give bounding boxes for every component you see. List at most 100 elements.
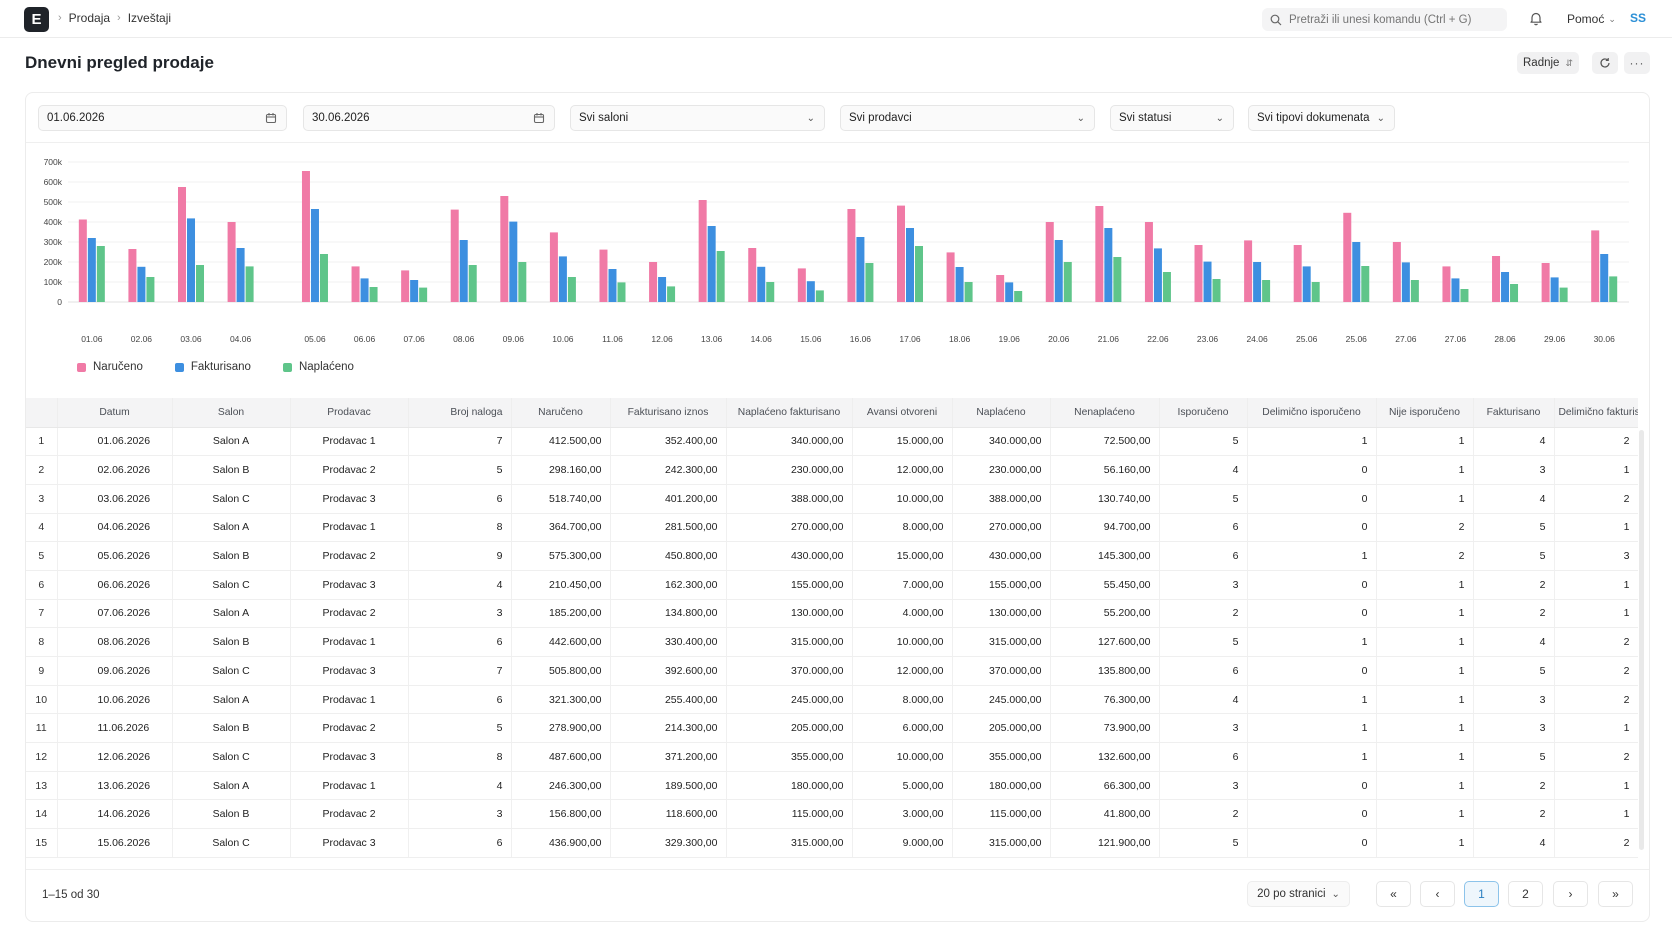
bar-naplaceno — [915, 246, 924, 302]
actions-button[interactable]: Radnje ⇵ — [1517, 52, 1579, 74]
bar-fakturisano — [87, 238, 96, 302]
cell-nenaplaceno: 41.800,00 — [1050, 799, 1160, 830]
last-page-button[interactable]: » — [1598, 881, 1633, 907]
bar-fakturisano — [1005, 282, 1014, 302]
more-options-button[interactable]: ··· — [1624, 52, 1650, 74]
bar-fakturisano — [608, 269, 617, 302]
column-header-delimicno-isporuceno[interactable]: Delimično isporučeno — [1247, 398, 1377, 428]
cell-datum: 10.06.2026 — [57, 685, 173, 715]
bar-fakturisano — [806, 281, 815, 302]
legend-item-naplaceno[interactable]: Naplaćeno — [282, 361, 354, 373]
table-row[interactable]: 10 10.06.2026 Salon A Prodavac 1 6 321.300,00… — [26, 685, 1638, 715]
table-row[interactable]: 5 05.06.2026 Salon B Prodavac 2 9 575.300,00 4… — [26, 541, 1638, 571]
help-menu[interactable]: Pomoć ⌄ — [1567, 12, 1616, 26]
cell-naruceno: 436.900,00 — [511, 828, 611, 858]
search-bar[interactable] — [1262, 8, 1507, 31]
date-from-field[interactable]: 01.06.2026 — [38, 105, 287, 131]
table-row[interactable]: 4 04.06.2026 Salon A Prodavac 1 8 364.700,00 2… — [26, 513, 1638, 543]
table-row[interactable]: 6 06.06.2026 Salon C Prodavac 3 4 210.450,00 1… — [26, 570, 1638, 600]
bar-naruceno — [649, 262, 658, 302]
cell-avansi-otvoreni: 9.000,00 — [852, 828, 953, 858]
search-input[interactable] — [1289, 13, 1499, 26]
column-header-salon[interactable]: Salon — [172, 398, 291, 428]
cell-nije-isporuceno: 1 — [1376, 771, 1474, 801]
table-scrollbar[interactable] — [1639, 430, 1644, 850]
document-type-select[interactable]: Svi tipovi dokumenata ⌄ — [1248, 105, 1395, 131]
refresh-icon — [1600, 58, 1610, 68]
column-header-naruceno[interactable]: Naručeno — [511, 398, 611, 428]
cell-nenaplaceno: 73.900,00 — [1050, 713, 1160, 744]
table-row[interactable]: 7 07.06.2026 Salon A Prodavac 2 3 185.200,00 1… — [26, 599, 1638, 629]
column-header-nenaplaceno[interactable]: Nenaplaćeno — [1050, 398, 1160, 428]
column-header-datum[interactable]: Datum — [57, 398, 173, 428]
column-header-fakturisano-iznos[interactable]: Fakturisano iznos — [610, 398, 727, 428]
page-1-button[interactable]: 1 — [1464, 881, 1499, 907]
legend-item-naruceno[interactable]: Naručeno — [77, 361, 143, 373]
table-row[interactable]: 15 15.06.2026 Salon C Prodavac 3 6 436.900,00… — [26, 828, 1638, 858]
cell-isporuceno: 3 — [1159, 771, 1248, 801]
column-header-broj-naloga[interactable]: Broj naloga — [408, 398, 512, 428]
cell-delimicno-fakturisan: 1 — [1554, 713, 1638, 744]
cell-broj-naloga: 8 — [408, 742, 512, 772]
seller-select[interactable]: Svi prodavci ⌄ — [840, 105, 1095, 131]
breadcrumb-item-izvestaji[interactable]: Izveštaji — [127, 11, 172, 25]
table-row[interactable]: 2 02.06.2026 Salon B Prodavac 2 5 298.160,00 2… — [26, 455, 1638, 485]
table-row[interactable]: 8 08.06.2026 Salon B Prodavac 1 6 442.600,00 3… — [26, 627, 1638, 657]
legend-item-fakturisano[interactable]: Fakturisano — [174, 361, 251, 373]
breadcrumb-item-prodaja[interactable]: Prodaja — [68, 11, 111, 25]
bar-naruceno — [1194, 245, 1203, 302]
previous-page-button[interactable]: ‹ — [1420, 881, 1455, 907]
cell-datum: 07.06.2026 — [57, 599, 173, 629]
bar-naplaceno — [96, 246, 105, 302]
next-page-button[interactable]: › — [1553, 881, 1588, 907]
salon-select[interactable]: Svi saloni ⌄ — [570, 105, 825, 131]
column-header-nije-isporuceno[interactable]: Nije isporučeno — [1376, 398, 1474, 428]
column-header-isporuceno[interactable]: Isporučeno — [1159, 398, 1248, 428]
avatar[interactable]: SS — [1630, 11, 1647, 25]
cell-isporuceno: 4 — [1159, 455, 1248, 485]
refresh-button[interactable] — [1592, 52, 1618, 74]
chevron-down-icon: ⌄ — [1608, 13, 1616, 24]
row-index: 13 — [26, 771, 58, 801]
status-select-value: Svi statusi — [1119, 112, 1172, 124]
cell-fakturisano-iznos: 162.300,00 — [610, 570, 727, 600]
column-header-avansi-otvoreni[interactable]: Avansi otvoreni — [852, 398, 953, 428]
column-header-delimicno-fakturisan[interactable]: Delimično fakturisan — [1554, 398, 1638, 428]
column-header-naplaceno-fakturisano[interactable]: Naplaćeno fakturisano — [726, 398, 853, 428]
cell-fakturisano-iznos: 329.300,00 — [610, 828, 727, 858]
table-row[interactable]: 12 12.06.2026 Salon C Prodavac 3 8 487.600,00… — [26, 742, 1638, 772]
cell-delimicno-isporuceno: 1 — [1247, 541, 1377, 571]
date-to-field[interactable]: 30.06.2026 — [303, 105, 555, 131]
first-page-button[interactable]: « — [1376, 881, 1411, 907]
cell-naplaceno: 388.000,00 — [952, 484, 1051, 514]
cell-datum: 08.06.2026 — [57, 627, 173, 657]
page-2-button[interactable]: 2 — [1508, 881, 1543, 907]
column-header-prodavac[interactable]: Prodavac — [290, 398, 409, 428]
chevron-right-icon: › — [117, 12, 121, 24]
column-header-fakturisano[interactable]: Fakturisano — [1473, 398, 1555, 428]
table-row[interactable]: 3 03.06.2026 Salon C Prodavac 3 6 518.740,00 4… — [26, 484, 1638, 514]
cell-fakturisano: 3 — [1473, 685, 1555, 715]
cell-salon: Salon C — [172, 828, 291, 858]
bar-naruceno — [1045, 222, 1054, 302]
notifications-bell-icon[interactable] — [1529, 11, 1543, 29]
app-logo[interactable]: E — [24, 7, 49, 32]
cell-naruceno: 487.600,00 — [511, 742, 611, 772]
row-index: 2 — [26, 455, 58, 485]
column-header-naplaceno[interactable]: Naplaćeno — [952, 398, 1051, 428]
cell-delimicno-fakturisan: 1 — [1554, 599, 1638, 629]
cell-fakturisano: 4 — [1473, 627, 1555, 657]
bar-naplaceno — [1113, 257, 1122, 302]
table-row[interactable]: 14 14.06.2026 Salon B Prodavac 2 3 156.800,00… — [26, 799, 1638, 830]
status-select[interactable]: Svi statusi ⌄ — [1110, 105, 1234, 131]
cell-naplaceno-fakturisano: 180.000,00 — [726, 771, 853, 801]
per-page-select[interactable]: 20 po stranici ⌄ — [1247, 881, 1350, 907]
table-row[interactable]: 9 09.06.2026 Salon C Prodavac 3 7 505.800,00 3… — [26, 656, 1638, 686]
table-row[interactable]: 13 13.06.2026 Salon A Prodavac 1 4 246.300,00… — [26, 771, 1638, 801]
table-row[interactable]: 1 01.06.2026 Salon A Prodavac 1 7 412.500,00 3… — [26, 427, 1638, 457]
chevron-down-icon: ⌄ — [1331, 888, 1340, 900]
cell-fakturisano: 5 — [1473, 742, 1555, 772]
cell-nije-isporuceno: 1 — [1376, 484, 1474, 514]
table-row[interactable]: 11 11.06.2026 Salon B Prodavac 2 5 278.900,00… — [26, 713, 1638, 744]
cell-delimicno-isporuceno: 0 — [1247, 799, 1377, 830]
